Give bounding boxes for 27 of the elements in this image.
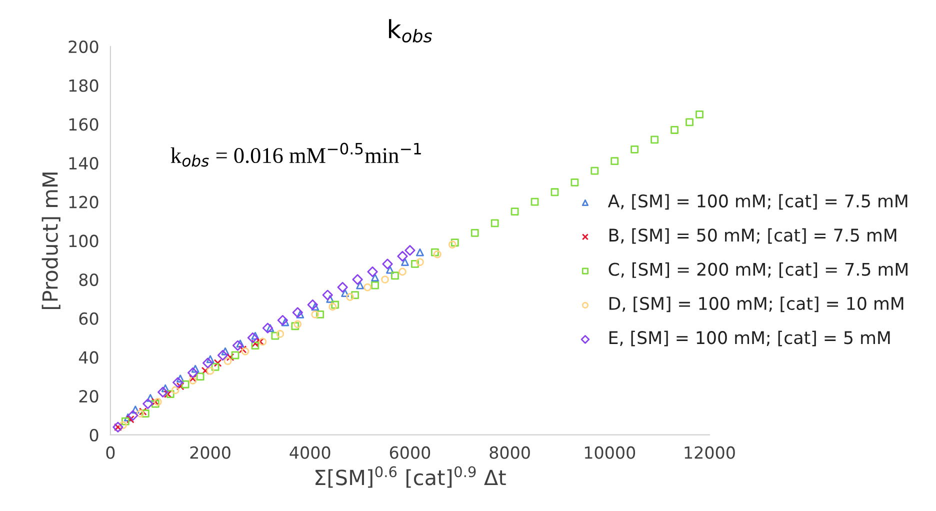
y-tick-label: 160 xyxy=(69,118,98,131)
x-tick-label: 4000 xyxy=(290,446,330,459)
legend-label: D, [SM] = 100 mM; [cat] = 10 mM xyxy=(610,296,904,312)
x-tick-label: 8000 xyxy=(490,446,530,459)
y-tick-label: 40 xyxy=(78,351,98,364)
x-tick-label: 6000 xyxy=(390,446,430,459)
y-tick-label: 120 xyxy=(69,196,98,208)
x-tick-label: 10000 xyxy=(584,446,636,459)
x-tick-label: 2000 xyxy=(190,446,230,459)
legend-label: E, [SM] = 100 mM; [cat] = 5 mM xyxy=(610,330,890,346)
x-axis-title: Σ[SM]$^{0.6}$ [cat]$^{0.9}$ Δt xyxy=(316,466,506,488)
legend-label: A, [SM] = 100 mM; [cat] = 7.5 mM xyxy=(608,194,908,210)
y-tick-label: 80 xyxy=(79,273,98,286)
x-tick-label: 12000 xyxy=(684,446,735,459)
y-tick-label: 140 xyxy=(69,156,98,170)
y-tick-label: 180 xyxy=(69,79,98,92)
chart-title: k$_{obs}$ xyxy=(388,19,432,43)
y-tick-label: 20 xyxy=(79,390,98,403)
y-tick-label: 100 xyxy=(69,234,98,248)
y-tick-label: 60 xyxy=(79,312,98,325)
legend-label: B, [SM] = 50 mM; [cat] = 7.5 mM xyxy=(610,228,896,244)
annotation: k$_{obs}$ = 0.016 mM$^{−0.5}$min$^{−1}$ xyxy=(170,142,421,167)
y-tick-label: 0 xyxy=(90,428,98,442)
x-tick-label: 0 xyxy=(106,446,115,459)
y-tick-label: 200 xyxy=(68,40,98,54)
legend-label: C, [SM] = 200 mM; [cat] = 7.5 mM xyxy=(608,262,908,278)
y-axis-title: [Product] mM xyxy=(42,172,60,310)
